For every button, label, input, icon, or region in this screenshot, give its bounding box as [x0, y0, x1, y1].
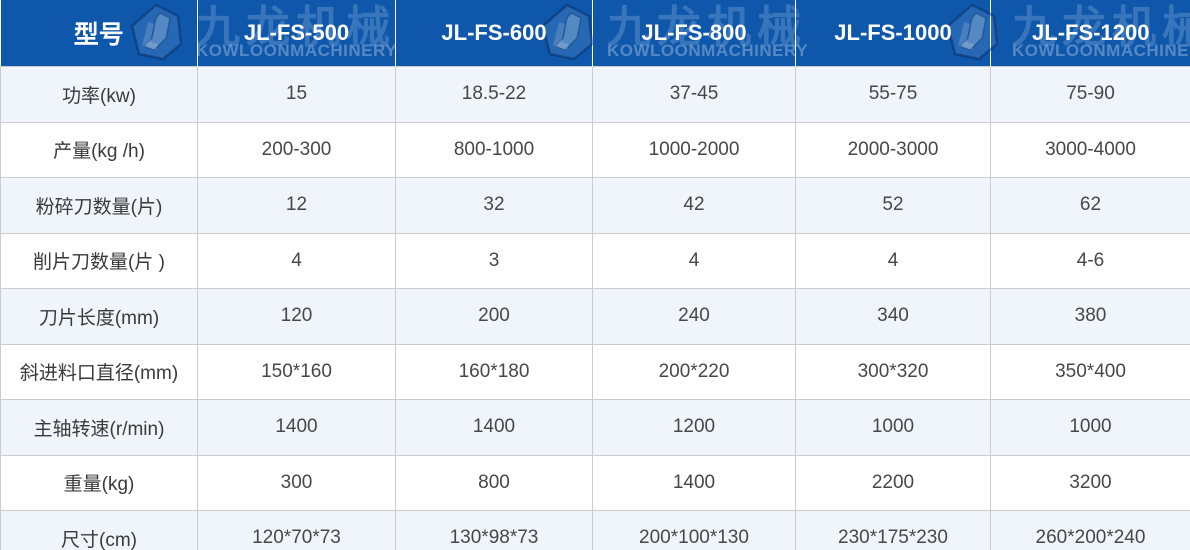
column-header-jl-fs-600: JL-FS-600: [395, 0, 593, 67]
table-cell: 2000-3000: [795, 121, 991, 178]
column-header-model: 型号: [0, 0, 198, 67]
table-cell: 4: [795, 232, 991, 289]
table-row-spindle-speed: 主轴转速(r/min) 1400 1400 1200 1000 1000: [0, 399, 1190, 456]
table-cell: 160*180: [395, 343, 593, 400]
column-header-jl-fs-1200: JL-FS-1200: [990, 0, 1190, 67]
table-cell: 150*160: [197, 343, 396, 400]
column-header-label: JL-FS-500: [243, 20, 350, 45]
table-cell: 1000: [990, 399, 1190, 456]
table-cell: 55-75: [795, 66, 991, 123]
table-row-output: 产量(kg /h) 200-300 800-1000 1000-2000 200…: [0, 121, 1190, 178]
table-cell: 18.5-22: [395, 66, 593, 123]
row-label: 功率(kw): [0, 66, 198, 123]
row-label: 粉碎刀数量(片): [0, 177, 198, 234]
table-cell: 2200: [795, 454, 991, 511]
table-cell: 300*320: [795, 343, 991, 400]
column-header-label: JL-FS-800: [641, 20, 747, 45]
table-row-inlet-diameter: 斜进料口直径(mm) 150*160 160*180 200*220 300*3…: [0, 343, 1190, 400]
table-cell: 260*200*240: [990, 510, 1190, 550]
table-cell: 240: [592, 288, 796, 345]
table-cell: 340: [795, 288, 991, 345]
row-label: 尺寸(cm): [0, 510, 198, 550]
table-cell: 52: [795, 177, 991, 234]
table-cell: 120*70*73: [197, 510, 396, 550]
column-header-label: 型号: [73, 21, 124, 49]
row-label: 刀片长度(mm): [0, 288, 198, 345]
table-cell: 800-1000: [395, 121, 593, 178]
table-row-dimensions: 尺寸(cm) 120*70*73 130*98*73 200*100*130 2…: [0, 510, 1190, 550]
column-header-label: JL-FS-1200: [1032, 20, 1150, 45]
column-header-jl-fs-800: JL-FS-800: [592, 0, 796, 67]
table-cell: 1400: [197, 399, 396, 456]
table-row-weight: 重量(kg) 300 800 1400 2200 3200: [0, 454, 1190, 511]
table-cell: 120: [197, 288, 396, 345]
table-cell: 200*220: [592, 343, 796, 400]
table-cell: 62: [990, 177, 1190, 234]
table-cell: 800: [395, 454, 593, 511]
table-cell: 200: [395, 288, 593, 345]
table-cell: 3000-4000: [990, 121, 1190, 178]
table-cell: 1000: [795, 399, 991, 456]
table-cell: 12: [197, 177, 396, 234]
table-cell: 230*175*230: [795, 510, 991, 550]
column-header-label: JL-FS-1000: [834, 20, 952, 45]
table-row-power: 功率(kw) 15 18.5-22 37-45 55-75 75-90: [0, 66, 1190, 123]
row-label: 削片刀数量(片 ): [0, 232, 198, 289]
column-header-jl-fs-1000: JL-FS-1000: [795, 0, 991, 67]
header-row: 型号 JL-FS-500 JL-FS-600 JL-FS-800 JL-FS-1…: [0, 0, 1190, 67]
table-cell: 75-90: [990, 66, 1190, 123]
table-cell: 300: [197, 454, 396, 511]
table-cell: 4-6: [990, 232, 1190, 289]
table-cell: 130*98*73: [395, 510, 593, 550]
table-cell: 4: [592, 232, 796, 289]
row-label: 主轴转速(r/min): [0, 399, 198, 456]
row-label: 重量(kg): [0, 454, 198, 511]
table-row-crushing-blades: 粉碎刀数量(片) 12 32 42 52 62: [0, 177, 1190, 234]
table-cell: 200-300: [197, 121, 396, 178]
table-cell: 37-45: [592, 66, 796, 123]
table-cell: 1400: [395, 399, 593, 456]
table-row-blade-length: 刀片长度(mm) 120 200 240 340 380: [0, 288, 1190, 345]
table-cell: 42: [592, 177, 796, 234]
column-header-jl-fs-500: JL-FS-500: [197, 0, 396, 67]
table-cell: 380: [990, 288, 1190, 345]
table-cell: 4: [197, 232, 396, 289]
table-cell: 1000-2000: [592, 121, 796, 178]
row-label: 产量(kg /h): [0, 121, 198, 178]
row-label: 斜进料口直径(mm): [0, 343, 198, 400]
table-row-chipping-blades: 削片刀数量(片 ) 4 3 4 4 4-6: [0, 232, 1190, 289]
table-cell: 15: [197, 66, 396, 123]
table-cell: 1200: [592, 399, 796, 456]
table-cell: 1400: [592, 454, 796, 511]
table-cell: 32: [395, 177, 593, 234]
table-cell: 3200: [990, 454, 1190, 511]
column-header-label: JL-FS-600: [441, 20, 547, 45]
table-cell: 200*100*130: [592, 510, 796, 550]
table-cell: 350*400: [990, 343, 1190, 400]
table-cell: 3: [395, 232, 593, 289]
